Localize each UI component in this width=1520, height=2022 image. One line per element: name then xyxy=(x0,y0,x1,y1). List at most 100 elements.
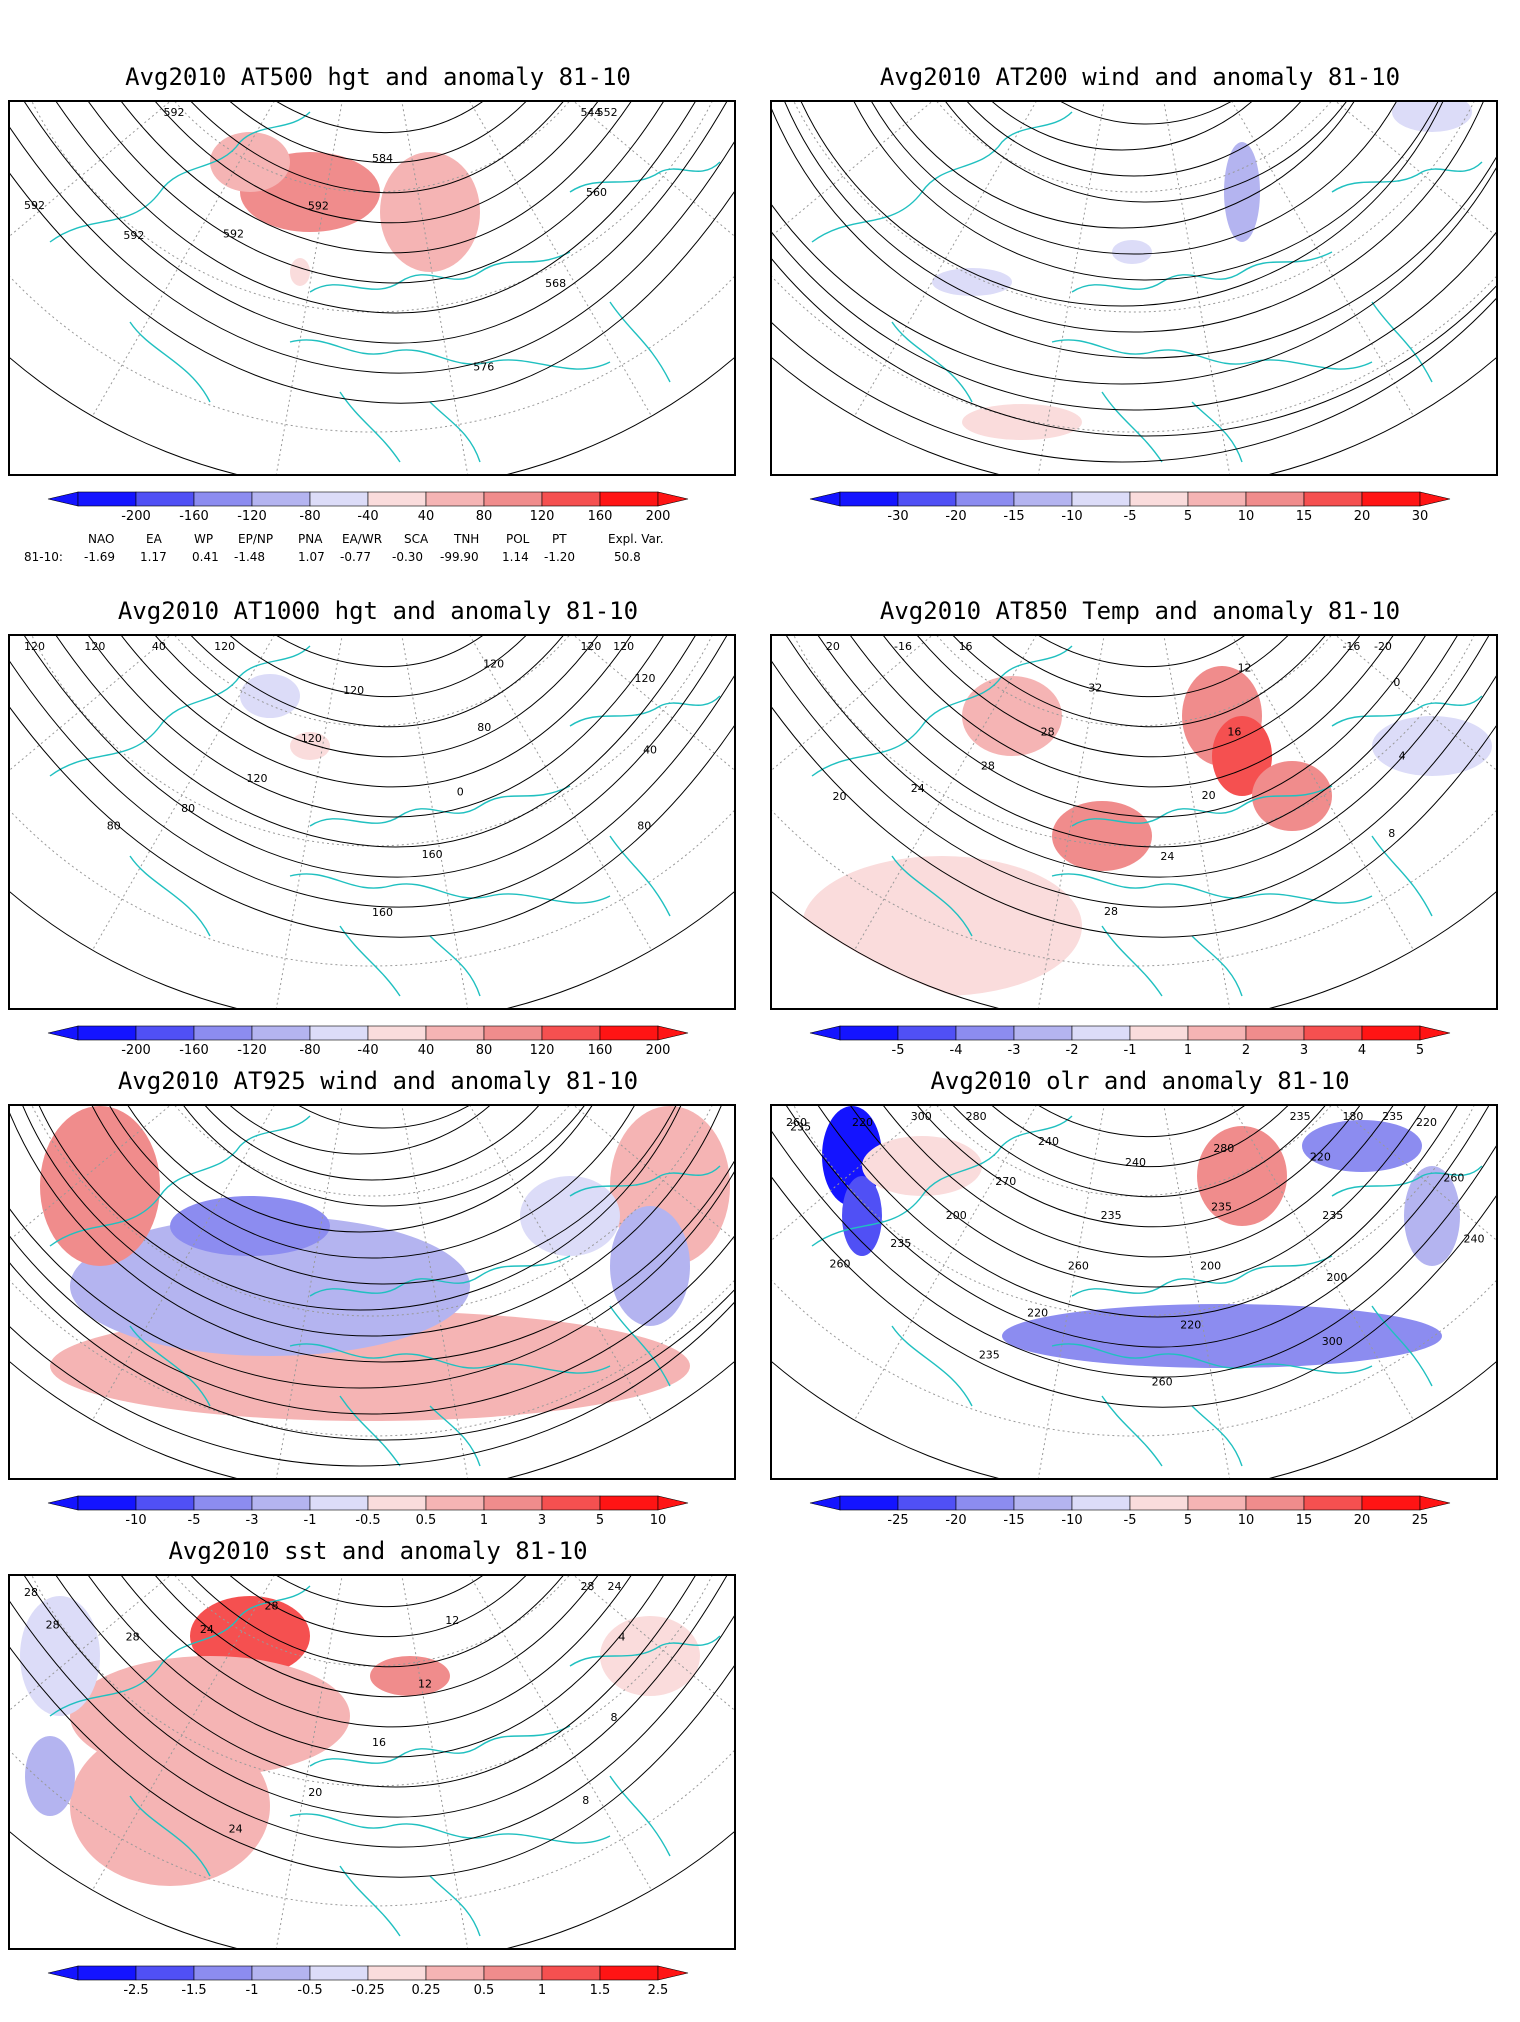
index-name: WP xyxy=(194,532,214,546)
colorbar-tick-label: 5 xyxy=(1416,1043,1424,1058)
map-at1000-hgt: 120 120 120 40 80 120 80 0 160 160 120 120 120 80 80 12… xyxy=(8,634,736,1010)
colorbar-tick-label: 80 xyxy=(476,1043,493,1058)
colorbar-tick-label: 40 xyxy=(418,1043,435,1058)
contour-label: 200 xyxy=(1326,1271,1347,1284)
colorbar-tick-label: -0.25 xyxy=(351,1983,385,1998)
contour-line xyxy=(10,1576,734,1818)
panel-title: Avg2010 AT1000 hgt and anomaly 81-10 xyxy=(117,597,639,625)
graticule-lat xyxy=(772,102,1496,433)
graticule-lon xyxy=(371,102,653,418)
anomaly-shade xyxy=(802,856,1082,996)
colorbar-swatch xyxy=(955,1025,1015,1041)
colorbar-tick-label: -2.5 xyxy=(123,1983,148,1998)
graticule-lon xyxy=(371,1576,734,1767)
colorbar-arrow-left xyxy=(47,1965,79,1981)
contour-label: 220 xyxy=(1180,1318,1201,1331)
colorbar-swatch xyxy=(1303,1025,1363,1041)
colorbar-svg: -30 -20 -15 -10 -5 5 10 15 20 30 xyxy=(809,491,1451,524)
graticule-lon xyxy=(91,636,373,952)
colorbar-swatch xyxy=(897,491,957,507)
anomaly-shade xyxy=(370,1656,450,1696)
contour-label: 4 xyxy=(1399,749,1406,762)
colorbar-tick-label: 200 xyxy=(646,509,671,524)
contour-label: 260 xyxy=(1443,1172,1464,1185)
coastline xyxy=(49,111,311,243)
anomaly-shade xyxy=(1302,1120,1422,1172)
graticule-lon xyxy=(371,1576,470,1948)
anomaly-shade xyxy=(962,676,1062,756)
contour-line xyxy=(171,1576,573,1608)
panel-title: Avg2010 AT925 wind and anomaly 81-10 xyxy=(117,1067,639,1095)
anomaly-shade xyxy=(1197,1126,1287,1226)
coastline xyxy=(1371,301,1433,383)
colorbar-swatch xyxy=(1129,1025,1189,1041)
graticule-lat xyxy=(10,1106,734,1437)
contour-label: 24 xyxy=(229,1823,243,1836)
index-value: 1.07 xyxy=(298,550,325,564)
colorbar-swatch xyxy=(425,1025,485,1041)
colorbar-swatch xyxy=(1071,1025,1131,1041)
colorbar-tick-label: 0.25 xyxy=(412,1983,441,1998)
colorbar-tick-label: -2 xyxy=(1066,1043,1079,1058)
contour-line xyxy=(21,1576,723,1758)
colorbar-swatch xyxy=(367,1965,427,1981)
contour-label: 260 xyxy=(1152,1376,1173,1389)
colorbar-olr: -25 -20 -15 -10 -5 5 10 15 20 25 xyxy=(809,1492,1470,1552)
colorbar-tick-label: 25 xyxy=(1412,1513,1429,1528)
colorbar-svg: -5 -4 -3 -2 -1 1 2 3 4 5 xyxy=(809,1025,1451,1058)
colorbar-swatch xyxy=(77,491,137,507)
contour-line xyxy=(51,1576,693,1728)
contour-label: 28 xyxy=(981,760,995,773)
streamline xyxy=(133,1106,635,1207)
map-olr: 180 235 220 260 240 235 220 235 200 300 280 235 200 2… xyxy=(770,1104,1498,1480)
contour-label: 120 xyxy=(613,640,634,653)
contour-line xyxy=(10,1576,734,1848)
coastline xyxy=(309,251,571,293)
contour-label: 8 xyxy=(611,1711,618,1724)
contour-label: 260 xyxy=(1068,1260,1089,1273)
colorbar-tick-label: -20 xyxy=(945,1513,966,1528)
colorbar-tick-label: -10 xyxy=(125,1513,146,1528)
contour-label: 12 xyxy=(418,1677,432,1690)
colorbar-swatch xyxy=(309,1025,369,1041)
contour-label: -16 xyxy=(894,640,912,653)
contour-label: -16 xyxy=(1342,640,1360,653)
graticule-lat xyxy=(10,1106,734,1317)
colorbar-swatch xyxy=(309,1965,369,1981)
contour-line xyxy=(873,636,1395,728)
colorbar-tick-label: -40 xyxy=(357,1043,378,1058)
graticule-lon xyxy=(371,102,470,474)
streamline xyxy=(10,1106,734,1467)
index-value: -0.77 xyxy=(340,550,372,564)
contour-label: 40 xyxy=(643,743,657,756)
colorbar-swatch xyxy=(1245,1025,1305,1041)
colorbar-arrow-right xyxy=(1419,1495,1451,1511)
coastline xyxy=(339,391,481,463)
colorbar-tick-label: -4 xyxy=(950,1043,963,1058)
graticule-lat xyxy=(873,636,1395,727)
streamline xyxy=(831,102,1437,255)
contour-label: 552 xyxy=(597,106,618,119)
contour-line xyxy=(903,636,1365,698)
coastline xyxy=(1371,1305,1433,1387)
colorbar-swatch xyxy=(1361,1495,1421,1511)
streamline xyxy=(772,102,1496,359)
contour-label: 240 xyxy=(1125,1156,1146,1169)
streamline xyxy=(10,1106,734,1337)
contour-line xyxy=(772,636,1496,878)
anomaly-shade xyxy=(932,268,1012,296)
coastline xyxy=(49,1585,311,1717)
coastline xyxy=(569,161,721,193)
contour-line xyxy=(141,1576,603,1638)
graticule-lon xyxy=(1133,1106,1232,1478)
contour-label: 235 xyxy=(1290,1110,1311,1123)
index-name: SCA xyxy=(404,532,429,546)
index-value: 50.8 xyxy=(614,550,641,564)
graticule-lon xyxy=(371,1106,734,1297)
contour-line xyxy=(10,102,734,314)
contour-label: 28 xyxy=(265,1599,279,1612)
colorbar-tick-label: -20 xyxy=(945,509,966,524)
colorbar-arrow-right xyxy=(657,1025,689,1041)
anomaly-shade xyxy=(170,1196,330,1256)
coastline xyxy=(1051,1343,1373,1374)
